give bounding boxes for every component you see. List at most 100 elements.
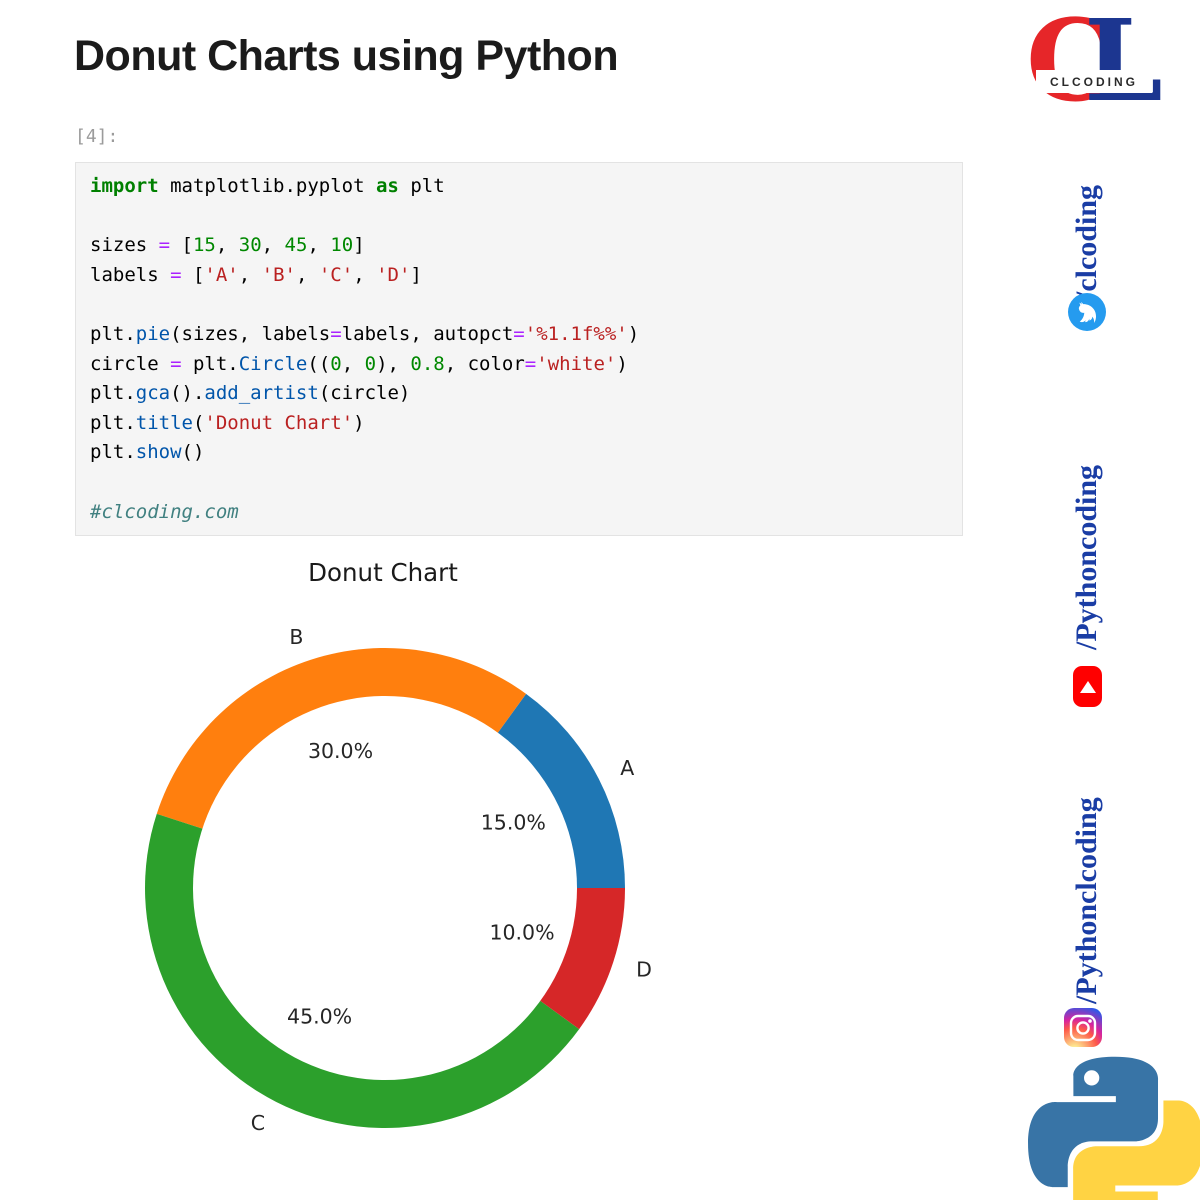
code-token-num: 0.8 bbox=[410, 352, 445, 375]
code-token-num: 15 bbox=[192, 234, 216, 257]
code-token-pl: , bbox=[307, 234, 331, 257]
pct-label-D: 10.0% bbox=[489, 921, 554, 945]
pct-label-A: 15.0% bbox=[481, 811, 546, 835]
code-token-pl: ), bbox=[376, 352, 411, 375]
code-token-pl: sizes bbox=[90, 234, 159, 257]
code-token-op: = bbox=[170, 352, 182, 375]
code-token-str: '%1.1f%%' bbox=[524, 322, 628, 345]
page-title: Donut Charts using Python bbox=[74, 32, 619, 80]
code-token-num: 45 bbox=[284, 234, 308, 257]
instagram-camera-glyph bbox=[1069, 1014, 1097, 1041]
instagram-icon[interactable] bbox=[1064, 1008, 1102, 1047]
code-token-prop: pie bbox=[135, 322, 171, 345]
code-token-op: = bbox=[158, 234, 171, 257]
code-line: #clcoding.com bbox=[90, 498, 948, 528]
instagram-handle[interactable]: /Pythonclcoding bbox=[1070, 797, 1103, 1004]
code-token-num: 0 bbox=[364, 352, 377, 375]
code-cell[interactable]: import matplotlib.pyplot as plt sizes = … bbox=[75, 162, 963, 536]
code-token-op: = bbox=[330, 322, 342, 345]
code-token-pl: plt. bbox=[90, 322, 136, 345]
code-token-pl: ) bbox=[616, 352, 628, 375]
code-token-op: = bbox=[524, 352, 537, 375]
code-editor[interactable]: import matplotlib.pyplot as plt sizes = … bbox=[90, 172, 948, 527]
code-token-pl: (circle) bbox=[318, 382, 411, 405]
code-token-kw: import bbox=[90, 175, 159, 197]
twitter-bird-glyph bbox=[1078, 301, 1096, 323]
pct-label-B: 30.0% bbox=[308, 739, 373, 763]
code-token-pl: [ bbox=[181, 263, 205, 286]
code-token-pl: , bbox=[341, 352, 365, 375]
code-line: import matplotlib.pyplot as plt bbox=[90, 172, 948, 202]
code-line bbox=[90, 202, 948, 232]
code-token-pl: , bbox=[215, 234, 239, 257]
code-token-pl: (( bbox=[307, 352, 331, 375]
code-token-pl: circle bbox=[90, 352, 171, 375]
donut-chart: Donut Chart 15.0% A 30.0% B 45.0% C 10.0% D bbox=[145, 558, 652, 1135]
logo-letter-c: C bbox=[1026, 0, 1116, 127]
code-token-num: 30 bbox=[238, 234, 262, 257]
donut-hole bbox=[193, 696, 577, 1080]
code-token-pl: matplotlib.pyplot bbox=[158, 175, 376, 197]
pct-label-C: 45.0% bbox=[287, 1004, 352, 1028]
code-token-str: 'white' bbox=[536, 352, 617, 375]
code-token-pl: () bbox=[181, 441, 205, 464]
code-token-prop: show bbox=[135, 441, 182, 464]
code-line bbox=[90, 290, 948, 320]
code-token-str: 'A' bbox=[204, 263, 239, 286]
code-token-pl: (sizes, labels bbox=[170, 322, 331, 345]
code-token-com: #clcoding.com bbox=[90, 500, 239, 523]
python-logo bbox=[1028, 1056, 1200, 1200]
code-token-prop: Circle bbox=[238, 352, 308, 375]
code-token-pl: , bbox=[295, 263, 319, 286]
code-line: circle = plt.Circle((0, 0), 0.8, color='… bbox=[90, 350, 948, 380]
code-token-pl: plt. bbox=[90, 382, 136, 405]
twitter-icon[interactable] bbox=[1068, 293, 1106, 331]
code-token-prop: gca bbox=[135, 382, 171, 405]
logo-band: CLCODING bbox=[1036, 70, 1152, 93]
code-line: plt.gca().add_artist(circle) bbox=[90, 379, 948, 409]
chart-title: Donut Chart bbox=[308, 558, 458, 587]
code-line: plt.pie(sizes, labels=labels, autopct='%… bbox=[90, 320, 948, 350]
code-token-pl: , bbox=[238, 263, 262, 286]
twitter-handle[interactable]: /clcoding bbox=[1070, 184, 1103, 300]
code-token-pl: plt. bbox=[90, 441, 136, 464]
cell-prompt: [4]: bbox=[75, 126, 119, 147]
code-token-pl: , bbox=[353, 263, 377, 286]
code-token-pl: ] bbox=[353, 234, 365, 257]
code-token-pl: plt. bbox=[181, 352, 239, 375]
logo-letter-l: L bbox=[1084, 0, 1163, 127]
code-line: plt.title('Donut Chart') bbox=[90, 409, 948, 439]
code-token-op: = bbox=[513, 322, 525, 345]
code-token-pl: ) bbox=[627, 322, 640, 345]
code-line: sizes = [15, 30, 45, 10] bbox=[90, 231, 948, 261]
logo-band-text: CLCODING bbox=[1050, 74, 1138, 89]
code-token-pl: ( bbox=[192, 411, 205, 434]
code-token-pl: plt. bbox=[90, 411, 136, 434]
slice-label-B: B bbox=[289, 625, 303, 649]
code-token-pl: [ bbox=[170, 234, 193, 257]
code-token-str: 'B' bbox=[261, 263, 296, 286]
slice-label-D: D bbox=[636, 958, 652, 982]
code-token-pl: labels, autopct bbox=[341, 322, 514, 345]
code-token-pl: , bbox=[261, 234, 285, 257]
code-token-kw: as bbox=[375, 175, 399, 197]
code-token-num: 10 bbox=[330, 234, 354, 257]
code-token-num: 0 bbox=[330, 352, 342, 375]
code-line bbox=[90, 468, 948, 498]
code-token-str: 'C' bbox=[318, 263, 354, 286]
code-token-prop: title bbox=[135, 411, 193, 434]
youtube-icon[interactable] bbox=[1073, 666, 1102, 707]
code-token-pl: , color bbox=[444, 352, 525, 375]
code-token-str: 'Donut Chart' bbox=[204, 411, 354, 434]
code-line: labels = ['A', 'B', 'C', 'D'] bbox=[90, 261, 948, 291]
code-token-pl: plt bbox=[398, 175, 445, 197]
code-token-str: 'D' bbox=[376, 263, 411, 286]
code-token-prop: add_artist bbox=[204, 382, 319, 405]
clcoding-logo[interactable]: C L CLCODING bbox=[1026, 6, 1196, 126]
code-token-pl: ) bbox=[353, 411, 365, 434]
code-line: plt.show() bbox=[90, 438, 948, 468]
youtube-handle[interactable]: /Pythoncoding bbox=[1070, 464, 1103, 650]
code-token-op: = bbox=[170, 263, 182, 286]
youtube-play-glyph bbox=[1079, 680, 1096, 693]
